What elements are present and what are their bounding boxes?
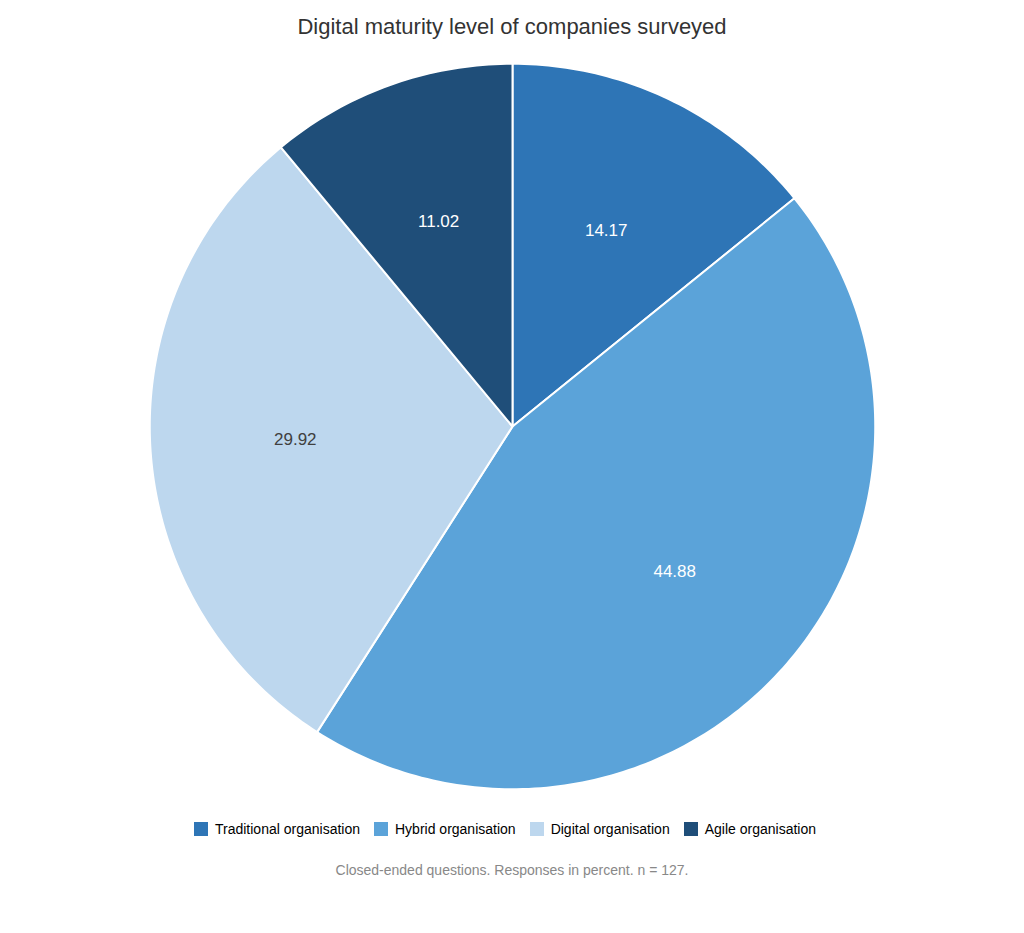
svg-text:29.92: 29.92 — [274, 430, 317, 449]
html-text:Agile organisation: Agile organisation — [704, 820, 816, 837]
html-text:Digital organisation: Digital organisation — [550, 820, 670, 837]
html-text:Hybrid organisation: Hybrid organisation — [395, 820, 516, 837]
html-text:Digital maturity level of comp: Digital maturity level of companies surv… — [297, 14, 727, 39]
svg-text:11.02: 11.02 — [418, 212, 459, 231]
svg-text:14.17: 14.17 — [585, 221, 628, 240]
svg-text:44.88: 44.88 — [653, 562, 696, 581]
html-text:Closed-ended questions. Respon: Closed-ended questions. Responses in per… — [335, 862, 689, 878]
html-text:Traditional organisation: Traditional organisation — [215, 820, 360, 837]
